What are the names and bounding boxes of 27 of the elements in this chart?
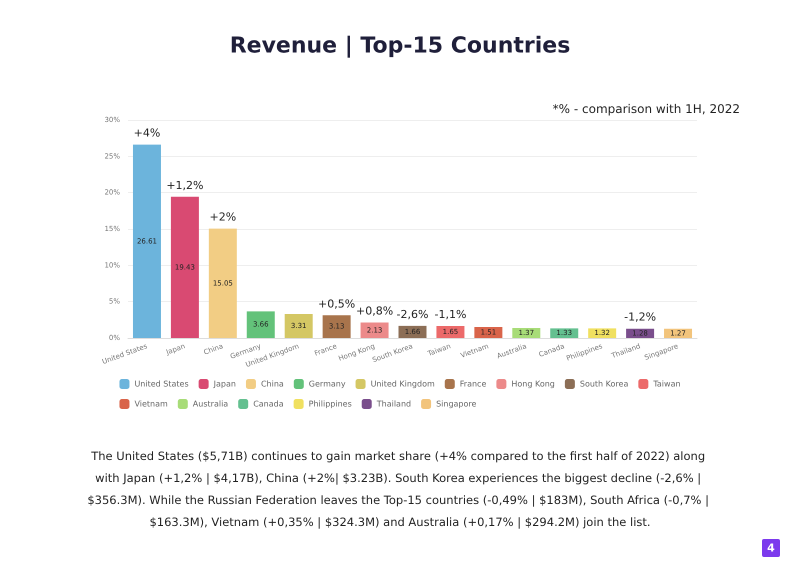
legend-label: Japan <box>212 380 236 388</box>
legend-label: Singapore <box>436 400 477 408</box>
legend-label: United Kingdom <box>370 380 435 388</box>
annotation: -1,1% <box>434 308 466 322</box>
legend-label: Hong Kong <box>511 380 555 388</box>
annotation: +2% <box>209 210 236 224</box>
legend-label: Germany <box>308 380 346 388</box>
legend-label: South Korea <box>580 380 628 388</box>
chart-title: Revenue | Top-15 Countries <box>230 34 570 58</box>
annotation: +0,5% <box>318 297 356 310</box>
legend-label: Taiwan <box>652 380 681 388</box>
text: 4 <box>767 542 776 554</box>
annotation: +0,8% <box>356 304 394 318</box>
text: The United States ($5,71B) continues to gain market share (+4% compared to the first half of 2022) along with Japan (+1,2% | $4,17B), China (+2%| $3.23B). South Korea experiences the biggest decline (-2,6% | $356.3M). While the Russian Federation leaves the Top-15 countries (-0,49% | $183M), South Africa (-0,7% | $163.3M), Vietnam (+0,35% | $324.3M) and Australia (+0,17% | $294.2M) join the list. <box>87 449 713 529</box>
annotation: -1,2% <box>624 310 656 324</box>
legend-label: Philippines <box>308 400 352 408</box>
legend-label: France <box>460 380 486 388</box>
legend-label: Canada <box>253 400 284 408</box>
legend-label: United States <box>134 380 189 388</box>
legend-label: China <box>260 380 284 388</box>
annotation: -2,6% <box>396 308 428 321</box>
annotation: +4% <box>134 126 160 140</box>
text: *% - comparison with 1H, 2022 <box>552 102 740 116</box>
annotation: +1,2% <box>166 178 204 192</box>
legend-label: Australia <box>192 400 228 408</box>
legend-label: Thailand <box>376 400 412 408</box>
legend-label: Vietnam <box>134 400 168 408</box>
